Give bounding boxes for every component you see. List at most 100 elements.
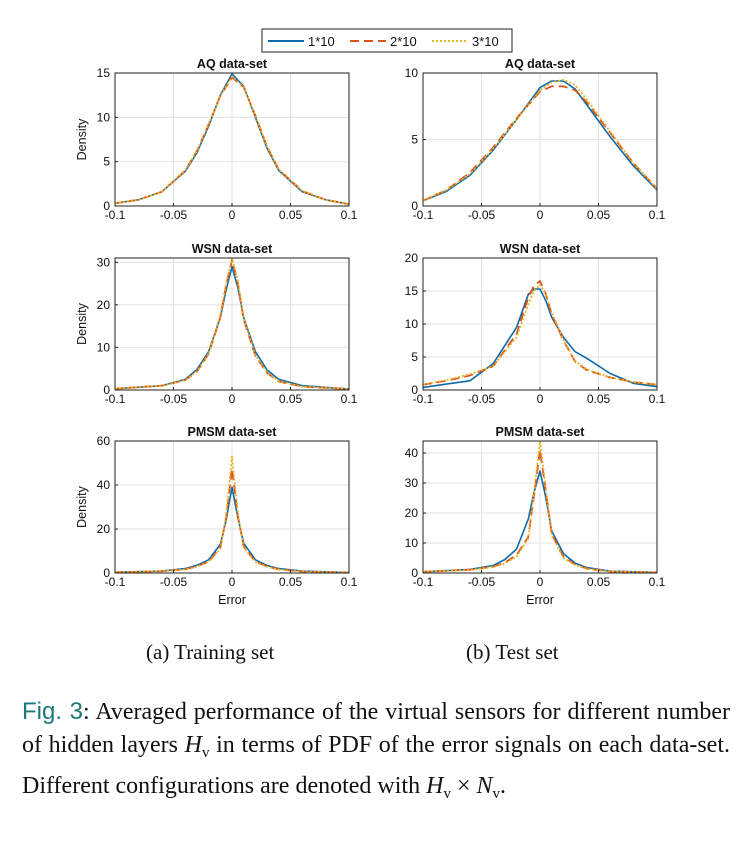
y-tick-label: 0 [411, 199, 418, 213]
y-tick-label: 20 [97, 298, 111, 312]
chart-panel-5: -0.1 -0.05 0 0.05 0.1 0 20 40 60 PMSM data-set Den… [75, 425, 358, 607]
y-tick-label: 15 [405, 284, 419, 298]
caption-hv-symbol: Hv [184, 732, 210, 761]
caption-times: × [450, 773, 477, 799]
x-tick-label: -0.05 [160, 208, 188, 222]
x-tick-label: 0.05 [279, 392, 303, 406]
figure-caption: Fig. 3: Averaged performance of the virt… [22, 695, 730, 811]
x-tick-label: -0.05 [468, 208, 496, 222]
x-tick-label: -0.05 [468, 575, 496, 589]
x-tick-label: -0.1 [105, 575, 126, 589]
y-tick-label: 10 [97, 340, 111, 354]
chart-panel-1: -0.1 -0.05 0 0.05 0.1 0 5 10 15 AQ data-set Densit… [75, 57, 358, 222]
x-tick-label: 0.05 [587, 575, 611, 589]
x-tick-label: 0.1 [649, 575, 666, 589]
x-tick-label: 0.05 [587, 392, 611, 406]
x-tick-label: -0.1 [413, 392, 434, 406]
y-tick-label: 20 [97, 522, 111, 536]
y-tick-label: 10 [405, 66, 419, 80]
y-tick-label: 40 [405, 446, 419, 460]
caption-figure-label: Fig. 3 [22, 698, 83, 725]
panel-label-a: (a) Training set [146, 640, 275, 664]
series-line-2 [115, 259, 349, 390]
chart-title: PMSM data-set [496, 425, 586, 439]
y-tick-label: 10 [97, 110, 111, 124]
caption-text-2: in terms of PDF of the error signals on … [22, 732, 730, 799]
chart-panel-6: -0.1 -0.05 0 0.05 0.1 0 10 20 30 40 PMSM data-set E… [405, 425, 666, 607]
y-tick-label: 20 [405, 251, 419, 265]
legend: 1*10 2*10 3*10 [261, 28, 513, 53]
x-tick-label: 0 [229, 208, 236, 222]
series-line-3 [115, 258, 349, 390]
x-tick-label: 0.05 [279, 208, 303, 222]
x-tick-label: 0.1 [649, 208, 666, 222]
chart-title: WSN data-set [192, 242, 273, 256]
x-axis-label: Error [218, 593, 246, 607]
y-tick-label: 15 [97, 66, 111, 80]
legend-box [261, 28, 513, 53]
figure-canvas: 1*10 2*10 3*10 -0.1 -0.05 0 0.05 0.1 0 5 10 15 AQ da… [75, 28, 666, 607]
y-tick-label: 5 [103, 155, 110, 169]
series-line-1 [423, 80, 657, 202]
y-tick-label: 0 [411, 383, 418, 397]
x-tick-label: -0.1 [105, 208, 126, 222]
series-line-1 [423, 288, 657, 389]
y-axis-label: Density [75, 118, 89, 160]
y-tick-label: 0 [411, 566, 418, 580]
y-tick-label: 0 [103, 566, 110, 580]
chart-title: AQ data-set [505, 57, 576, 71]
x-tick-label: 0.05 [279, 575, 303, 589]
y-tick-label: 0 [103, 199, 110, 213]
x-tick-label: -0.1 [413, 208, 434, 222]
series-line-3 [115, 75, 349, 206]
x-tick-label: 0 [537, 208, 544, 222]
x-tick-label: 0 [229, 575, 236, 589]
y-tick-label: 5 [411, 350, 418, 364]
panel-label-b: (b) Test set [466, 640, 559, 664]
caption-hv-symbol-2: Hv [426, 773, 451, 802]
y-axis-label: Density [75, 302, 89, 344]
series-line-1 [115, 265, 349, 390]
x-tick-label: -0.1 [105, 392, 126, 406]
y-tick-label: 20 [405, 506, 419, 520]
x-tick-label: 0.1 [341, 208, 358, 222]
x-tick-label: 0 [537, 575, 544, 589]
chart-panel-2: -0.1 -0.05 0 0.05 0.1 0 5 10 AQ data-set [405, 57, 666, 222]
chart-panel-3: -0.1 -0.05 0 0.05 0.1 0 10 20 30 WSN data-set Dens… [75, 242, 358, 406]
x-tick-label: 0 [537, 392, 544, 406]
caption-end: . [500, 773, 506, 799]
y-tick-label: 40 [97, 478, 111, 492]
y-tick-label: 30 [97, 255, 111, 269]
x-tick-label: 0.1 [649, 392, 666, 406]
x-tick-label: -0.05 [160, 392, 188, 406]
x-axis-label: Error [526, 593, 554, 607]
x-tick-label: -0.1 [413, 575, 434, 589]
y-tick-label: 30 [405, 476, 419, 490]
y-tick-label: 10 [405, 536, 419, 550]
y-tick-label: 10 [405, 317, 419, 331]
y-axis-label: Density [75, 485, 89, 527]
legend-label-1: 1*10 [308, 34, 335, 49]
series-line-3 [423, 78, 657, 202]
x-tick-label: 0.1 [341, 575, 358, 589]
x-tick-label: -0.05 [468, 392, 496, 406]
x-tick-label: 0 [229, 392, 236, 406]
chart-title: AQ data-set [197, 57, 268, 71]
series-line-3 [423, 283, 657, 386]
x-tick-label: 0.05 [587, 208, 611, 222]
chart-panel-4: -0.1 -0.05 0 0.05 0.1 0 5 10 15 20 WSN data-set [405, 242, 666, 406]
series-line-2 [423, 449, 657, 573]
series-line-1 [423, 470, 657, 573]
series-line-3 [115, 455, 349, 573]
x-tick-label: 0.1 [341, 392, 358, 406]
y-tick-label: 5 [411, 133, 418, 147]
x-tick-label: -0.05 [160, 575, 188, 589]
y-tick-label: 0 [103, 383, 110, 397]
y-tick-label: 60 [97, 434, 111, 448]
legend-label-3: 3*10 [472, 34, 499, 49]
caption-nv-symbol: Nv [476, 773, 500, 802]
caption-text-1: : Averaged performance of the virtual se… [22, 699, 730, 758]
legend-label-2: 2*10 [390, 34, 417, 49]
chart-title: WSN data-set [500, 242, 581, 256]
chart-title: PMSM data-set [188, 425, 278, 439]
